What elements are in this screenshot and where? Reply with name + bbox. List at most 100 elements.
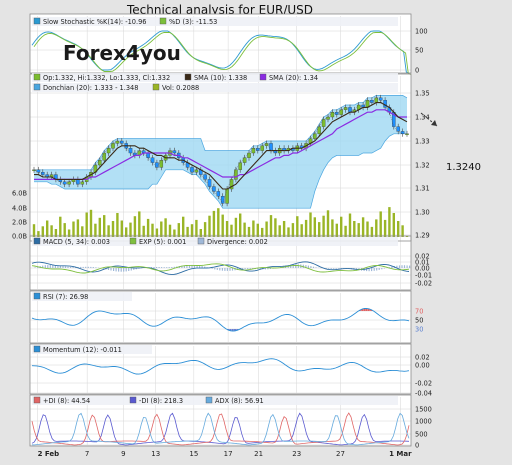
macd-divergence-bar (42, 265, 44, 268)
x-tick-label: 13 (151, 450, 160, 458)
macd-divergence-bar (401, 265, 403, 268)
macd-divergence-bar (102, 268, 104, 269)
macd-divergence-bar (383, 268, 385, 269)
legend-background (32, 345, 152, 354)
macd-divergence-bar (110, 268, 112, 271)
volume-bar (397, 221, 400, 237)
volume-bar (85, 212, 88, 237)
volume-bar (217, 208, 220, 237)
volume-bar (383, 219, 387, 237)
volume-bar (300, 224, 303, 237)
panel-frame-3 (29, 290, 412, 344)
candle-body (150, 157, 155, 163)
macd-divergence-bar (378, 268, 380, 270)
macd-divergence-bar (64, 266, 67, 268)
volume-bar (239, 213, 242, 237)
macd-divergence-bar (391, 266, 393, 268)
macd-divergence-bar (292, 264, 294, 268)
y-tick-label: 0.00 (415, 265, 430, 273)
volume-bar (326, 210, 330, 237)
volume-bar (401, 225, 404, 237)
volume-bar (81, 226, 84, 237)
macd-divergence-bar (125, 268, 127, 272)
candle-body (378, 97, 383, 101)
x-tick-label: 2 Feb (38, 450, 60, 458)
y-tick-label: 30 (415, 326, 423, 334)
macd-divergence-bar (259, 268, 261, 270)
legend-background (32, 237, 398, 246)
legend-text: Op:1.332, Hi:1.332, Lo:1.333, Cl:1.332 (43, 74, 170, 82)
x-tick-label: 17 (224, 450, 233, 458)
y-tick-label: -0.04 (415, 390, 432, 398)
y-tick-label: 0 (415, 442, 419, 450)
candle-body (247, 152, 251, 158)
macd-divergence-bar (315, 267, 317, 268)
candle-body (207, 179, 212, 187)
candle-body (146, 152, 150, 158)
volume-bar (41, 226, 44, 237)
volume-bar (54, 229, 58, 237)
y-tick-label: 100 (415, 28, 428, 36)
legend-swatch (129, 237, 137, 245)
legend-swatch (152, 83, 160, 91)
candle-body (317, 126, 321, 134)
volume-bar (344, 225, 347, 237)
candle-body (102, 152, 106, 161)
x-tick-label: 21 (254, 450, 263, 458)
candle-body (155, 162, 159, 168)
volume-bar (111, 221, 115, 237)
candle-body (269, 143, 273, 151)
macd-divergence-bar (196, 265, 198, 268)
macd-divergence-bar (135, 268, 137, 270)
volume-bar (208, 215, 211, 237)
chart-title: Technical analysis for EUR/USD (126, 3, 314, 17)
macd-divergence-bar (138, 268, 140, 269)
donchian-lower-line (34, 133, 407, 209)
macd-divergence-bar (247, 268, 249, 270)
volume-bar (186, 226, 189, 237)
legend-swatch (197, 237, 205, 245)
macd-divergence-bar (95, 267, 97, 268)
candle-body (260, 145, 264, 151)
macd-divergence-bar (191, 264, 193, 268)
macd-divergence-bar (52, 265, 54, 268)
x-tick-label: 27 (336, 450, 345, 458)
x-tick-label: 7 (85, 450, 89, 458)
volume-bar (37, 231, 40, 237)
volume-bar (190, 224, 194, 237)
macd-divergence-bar (115, 268, 117, 272)
candle-body (115, 140, 120, 144)
macd-divergence-bar (118, 268, 120, 272)
macd-divergence-bar (244, 268, 246, 270)
volume-bar (107, 225, 110, 237)
volume-bar (59, 216, 62, 237)
volume-bar (304, 219, 308, 237)
macd-divergence-bar (201, 266, 203, 268)
annotation-arrowhead (431, 120, 437, 126)
macd-divergence-bar (47, 265, 49, 268)
volume-bar (94, 223, 97, 237)
volume-bar (221, 214, 224, 237)
macd-divergence-bar (168, 267, 170, 268)
macd-divergence-bar (123, 268, 125, 272)
volume-bar (67, 229, 71, 237)
legend-text: -DI (8): 218.3 (139, 397, 183, 405)
candle-body (36, 169, 41, 173)
legend-swatch (33, 345, 41, 353)
candle-body (400, 131, 405, 134)
macd-divergence-bar (80, 266, 82, 268)
candle-body (321, 119, 326, 127)
candle-body (242, 157, 247, 163)
macd-divergence-bar (92, 267, 94, 268)
volume-bar (133, 216, 137, 237)
volume-bar (296, 216, 299, 237)
volume-bar (203, 222, 207, 237)
x-tick-label: 9 (121, 450, 125, 458)
macd-divergence-bar (107, 268, 110, 270)
candle-body (212, 186, 216, 192)
volume-bar (116, 213, 119, 237)
legend-swatch (184, 73, 192, 81)
y-tick-label: 1.34 (415, 114, 430, 122)
volume-bar (177, 223, 180, 237)
legend-swatch (159, 17, 167, 25)
